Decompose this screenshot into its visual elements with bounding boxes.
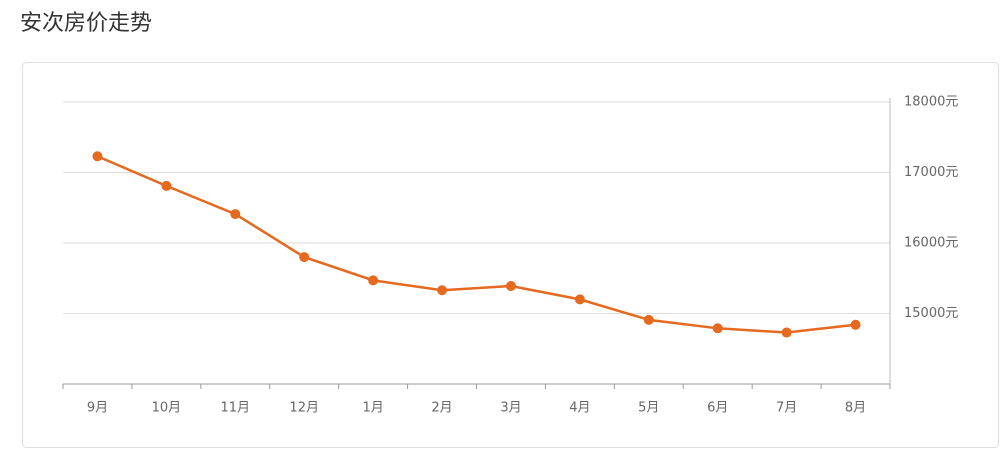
data-point	[437, 285, 448, 296]
data-point	[850, 319, 861, 330]
data-point	[92, 151, 103, 162]
chart-title: 安次房价走势	[20, 11, 152, 36]
y-tick-label: 17000元	[904, 165, 958, 180]
x-tick-label: 5月	[638, 401, 659, 416]
series-line	[96, 155, 856, 334]
x-tick-label: 8月	[845, 401, 866, 416]
data-point	[781, 327, 792, 338]
x-tick-label: 2月	[431, 401, 452, 416]
x-tick-label: 4月	[569, 401, 590, 416]
x-tick-label: 6月	[707, 401, 728, 416]
chart-frame	[22, 62, 999, 448]
data-point	[712, 323, 723, 334]
x-tick-label: 1月	[362, 401, 383, 416]
data-point	[230, 209, 241, 220]
y-tick-label: 15000元	[904, 306, 958, 321]
y-tick-label: 18000元	[904, 95, 958, 110]
data-point	[643, 314, 654, 325]
x-tick-label: 3月	[500, 401, 521, 416]
data-point	[299, 252, 310, 263]
data-point	[505, 281, 516, 292]
y-tick-label: 16000元	[904, 236, 958, 251]
x-tick-label: 9月	[87, 401, 108, 416]
x-tick-label: 11月	[221, 401, 251, 416]
data-point	[574, 294, 585, 305]
x-tick-label: 7月	[776, 401, 797, 416]
data-point	[161, 180, 172, 191]
x-tick-label: 10月	[152, 401, 182, 416]
x-tick-label: 12月	[289, 401, 319, 416]
data-point	[368, 275, 379, 286]
